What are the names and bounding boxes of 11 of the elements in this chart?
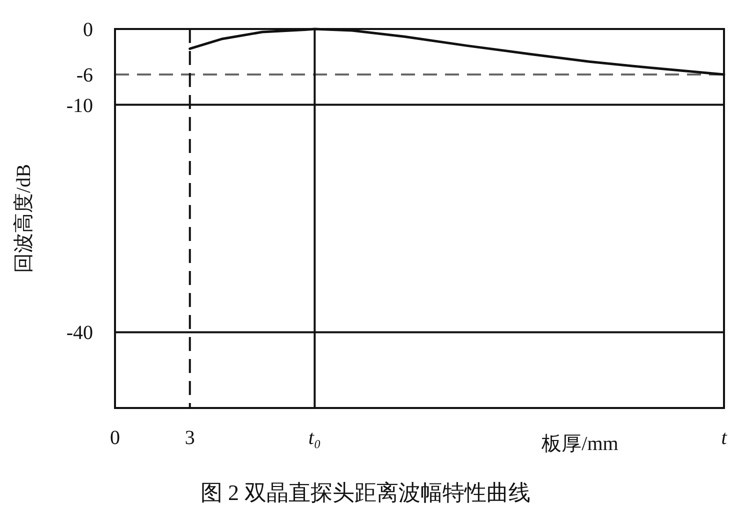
y-axis-title: 回波高度/dB [12, 164, 35, 273]
y-tick-label: 0 [83, 19, 93, 41]
y-tick-label: -6 [76, 64, 93, 86]
x-tick-label: t [721, 427, 728, 449]
caption: 图 2 双晶直探头距离波幅特性曲线 [200, 480, 530, 505]
y-tick-label: -10 [66, 94, 93, 117]
x-tick-label: 0 [110, 427, 120, 449]
x-tick-label: 3 [184, 427, 195, 449]
y-tick-label: -40 [66, 322, 93, 344]
x-tick-label: t₀ [308, 427, 321, 449]
x-axis-title: 板厚/mm [540, 433, 619, 455]
